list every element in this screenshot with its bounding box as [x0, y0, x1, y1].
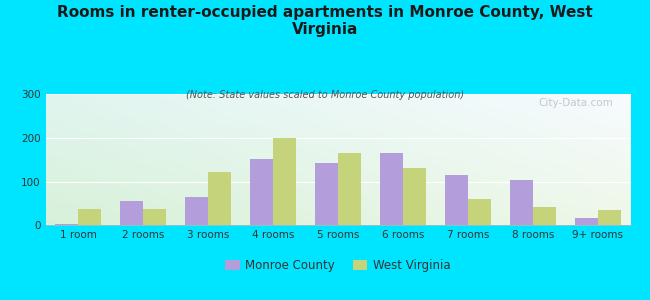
- Bar: [185, 197, 208, 225]
- Bar: [403, 168, 426, 225]
- Bar: [208, 172, 231, 225]
- Bar: [575, 218, 598, 225]
- Bar: [338, 153, 361, 225]
- Text: (Note: State values scaled to Monroe County population): (Note: State values scaled to Monroe Cou…: [186, 90, 464, 100]
- Bar: [78, 209, 101, 225]
- Legend: Monroe County, West Virginia: Monroe County, West Virginia: [220, 254, 456, 277]
- Bar: [55, 224, 78, 225]
- Bar: [468, 199, 491, 225]
- Text: Rooms in renter-occupied apartments in Monroe County, West
Virginia: Rooms in renter-occupied apartments in M…: [57, 4, 593, 37]
- Bar: [445, 175, 468, 225]
- Bar: [120, 201, 143, 225]
- Bar: [143, 209, 166, 225]
- Bar: [380, 153, 403, 225]
- Bar: [598, 210, 621, 225]
- Bar: [315, 163, 338, 225]
- Bar: [510, 180, 533, 225]
- Text: City-Data.com: City-Data.com: [538, 98, 613, 108]
- Bar: [533, 207, 556, 225]
- Bar: [250, 159, 273, 225]
- Bar: [273, 138, 296, 225]
